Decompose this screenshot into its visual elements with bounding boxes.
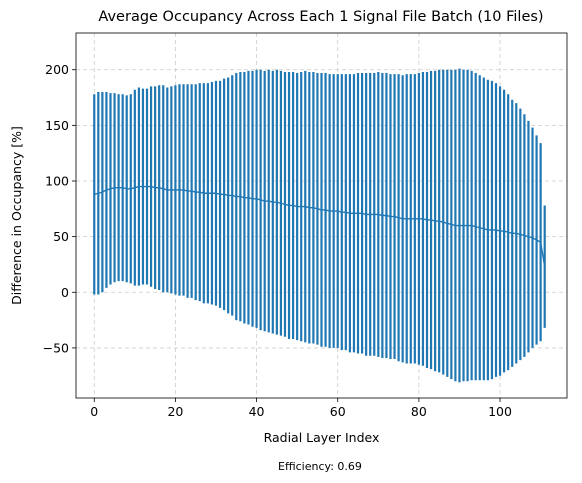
mean-line [94, 185, 546, 267]
y-tick-label: 0 [61, 285, 69, 300]
y-tick-label: −50 [43, 340, 69, 355]
y-axis-label: Difference in Occupancy [%] [9, 126, 24, 305]
x-axis-label: Radial Layer Index [264, 430, 380, 445]
x-tick-label: 0 [90, 404, 98, 419]
y-tick-label: 100 [45, 174, 69, 189]
y-tick-label: 50 [53, 229, 69, 244]
chart-title: Average Occupancy Across Each 1 Signal F… [98, 9, 543, 25]
x-tick-label: 40 [249, 404, 265, 419]
x-axis-ticks: 0 20 40 60 80 100 [90, 398, 512, 419]
y-tick-label: 150 [45, 118, 69, 133]
x-tick-label: 20 [167, 404, 183, 419]
error-bars [93, 68, 546, 383]
efficiency-annotation: Efficiency: 0.69 [278, 460, 362, 473]
x-tick-label: 60 [330, 404, 346, 419]
y-tick-label: 200 [45, 62, 69, 77]
x-tick-label: 100 [488, 404, 512, 419]
x-tick-label: 80 [411, 404, 427, 419]
mean-line-path [94, 185, 546, 267]
plot-frame [75, 32, 568, 399]
y-axis-ticks: −50 0 50 100 150 200 [43, 62, 76, 355]
